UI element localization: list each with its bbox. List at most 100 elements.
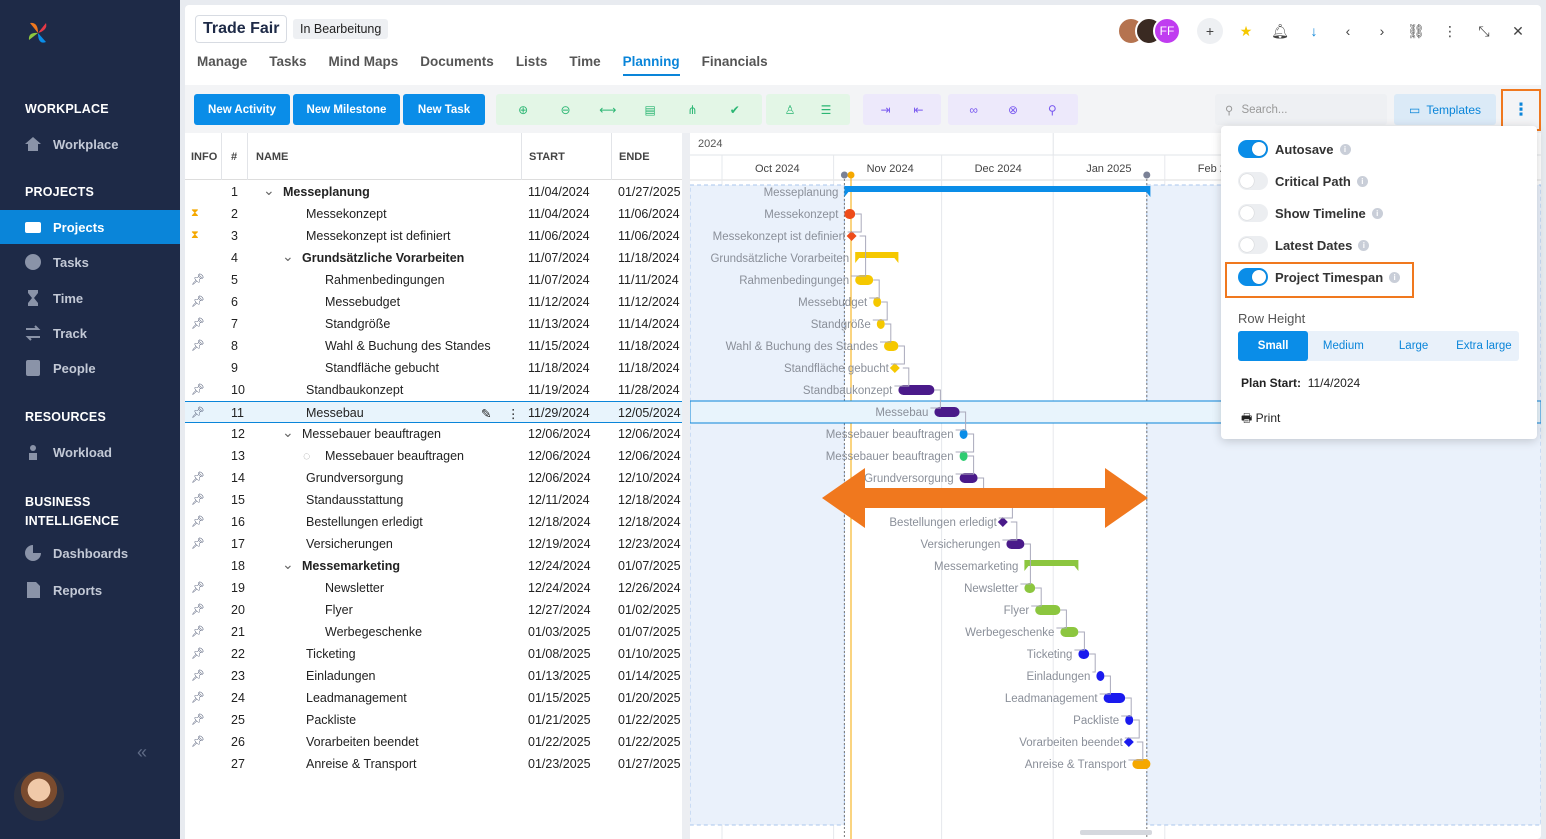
status-badge[interactable]: In Bearbeitung [293,19,389,39]
task-name[interactable]: Messebauer beauftragen [302,427,441,441]
start-date[interactable]: 11/15/2024 [528,339,590,353]
link-icon[interactable]: ⛓︎ [1407,22,1425,39]
task-name[interactable]: Anreise & Transport [306,757,417,771]
link-tasks-icon[interactable]: ∞ [969,102,978,117]
start-date[interactable]: 11/29/2024 [528,406,590,420]
task-bar[interactable] [1006,539,1025,549]
start-date[interactable]: 12/19/2024 [528,537,591,551]
toggle-switch[interactable] [1238,140,1268,158]
toggle-switch[interactable] [1238,172,1268,190]
pin-icon[interactable]: 📌︎ [191,494,205,506]
task-bar[interactable] [855,275,874,285]
task-name[interactable]: Standgröße [325,317,391,331]
sidebar-item-track[interactable]: Track [0,316,180,350]
start-date[interactable]: 12/06/2024 [528,427,591,441]
table-row[interactable]: 📌︎ 26 Vorarbeiten beendet 01/22/2025 01/22/2… [185,731,685,753]
person-icon[interactable]: ♙ [784,102,796,117]
chevron-left-icon[interactable]: ‹ [1345,23,1351,39]
col-number[interactable]: # [231,151,238,163]
pin-icon[interactable]: 📌︎ [191,516,205,528]
end-date[interactable]: 12/06/2024 [618,427,681,441]
collapse-icon[interactable]: ⤡ [1478,22,1490,39]
end-date[interactable]: 01/07/2025 [618,625,681,639]
end-date[interactable]: 12/18/2024 [618,515,681,529]
task-name[interactable]: Rahmenbedingungen [325,273,445,287]
task-bar[interactable] [898,385,935,395]
hourglass-icon[interactable]: ⧗ [191,229,199,241]
summary-bar[interactable] [1024,560,1079,571]
start-date[interactable]: 01/15/2025 [528,691,591,705]
month-label[interactable]: Oct 2024 [755,163,800,175]
task-name[interactable]: Newsletter [325,581,385,595]
milestone-marker[interactable] [889,363,900,373]
task-bar[interactable] [1132,759,1151,769]
task-name[interactable]: Werbegeschenke [325,625,423,639]
end-date[interactable]: 01/27/2025 [618,185,681,199]
task-name[interactable]: Wahl & Buchung des Standes [325,339,491,353]
task-name[interactable]: Leadmanagement [306,691,407,705]
add-member-icon[interactable]: + [1197,18,1223,44]
end-date[interactable]: 11/18/2024 [618,339,680,353]
show-timeline-toggle[interactable]: Show Timeline i [1238,204,1383,222]
table-row[interactable]: ⧗ 2 Messekonzept 11/04/2024 11/06/2024 [185,203,685,225]
start-date[interactable]: 01/23/2025 [528,757,591,771]
table-row[interactable]: 13 ◌ Messebauer beauftragen 12/06/2024 12/06… [185,445,685,467]
task-bar[interactable] [1125,715,1134,725]
start-date[interactable]: 11/06/2024 [528,229,590,243]
milestone-marker[interactable] [1123,737,1134,747]
table-row[interactable]: 📌︎ 23 Einladungen 01/13/2025 01/14/2025 [185,665,685,687]
end-date[interactable]: 11/06/2024 [618,229,680,243]
row-height-large[interactable]: Large [1398,340,1429,352]
start-date[interactable]: 12/06/2024 [528,471,591,485]
project-title[interactable]: Trade Fair [195,15,288,43]
toggle-switch[interactable] [1238,268,1268,286]
bell-icon[interactable]: 🔔︎ [1271,22,1289,39]
month-label[interactable]: Jan 2025 [1086,163,1131,175]
edit-icon[interactable]: ✎ [481,407,492,421]
user-avatar[interactable] [14,771,64,821]
task-bar[interactable] [884,341,899,351]
chevron-right-icon[interactable]: › [1379,23,1385,39]
task-name[interactable]: Versicherungen [306,537,393,551]
new-milestone-button[interactable]: New Milestone [293,94,400,125]
unpin-icon[interactable]: ⚲ [1047,102,1057,117]
table-row[interactable]: 9 Standfläche gebucht 11/18/2024 11/18/2024 [185,357,685,379]
start-date[interactable]: 12/24/2024 [528,581,591,595]
start-date[interactable]: 12/24/2024 [528,559,591,573]
task-bar[interactable] [934,407,960,417]
table-row[interactable]: 12 ⌄ Messebauer beauftragen 12/06/2024 12/06… [185,423,685,445]
start-date[interactable]: 11/13/2024 [528,317,590,331]
end-date[interactable]: 12/18/2024 [618,493,681,507]
table-row[interactable]: 📌︎ 7 Standgröße 11/13/2024 11/14/2024 [185,313,685,335]
new-task-button[interactable]: New Task [403,94,485,125]
table-row[interactable]: 📌︎ 16 Bestellungen erledigt 12/18/2024 12/18… [185,511,685,533]
table-row[interactable]: 📌︎ 24 Leadmanagement 01/15/2025 01/20/2025 [185,687,685,709]
task-name[interactable]: Messebau [306,406,364,420]
avatar-group[interactable]: FF [1117,17,1181,45]
check-circle-icon[interactable]: ◌ [303,449,311,463]
chevron-down-icon[interactable]: ⌄ [282,248,294,264]
end-date[interactable]: 12/06/2024 [618,449,681,463]
task-name[interactable]: Messebauer beauftragen [325,449,464,463]
col-end[interactable]: ENDE [619,151,650,163]
autosave-toggle[interactable]: Autosave i [1238,140,1351,158]
new-activity-button[interactable]: New Activity [194,94,290,125]
end-date[interactable]: 12/23/2024 [618,537,681,551]
network-icon[interactable]: ⋔ [687,102,698,117]
end-date[interactable]: 01/07/2025 [618,559,681,573]
toggle-switch[interactable] [1238,204,1268,222]
zoom-out-icon[interactable]: ⊖ [560,102,571,117]
task-bar[interactable] [1078,649,1090,659]
collapse-sidebar-icon[interactable]: « [137,742,148,762]
task-name[interactable]: Vorarbeiten beendet [306,735,419,749]
table-row[interactable]: 📌︎ 15 Standausstattung 12/11/2024 12/18/2024 [185,489,685,511]
tab-documents[interactable]: Documents [420,54,494,69]
pin-icon[interactable]: 📌︎ [191,626,205,638]
pin-icon[interactable]: 📌︎ [191,714,205,726]
pin-icon[interactable]: 📌︎ [191,340,205,352]
end-date[interactable]: 01/14/2025 [618,669,681,683]
info-icon[interactable]: i [1358,239,1370,251]
start-date[interactable]: 11/04/2024 [528,207,590,221]
task-name[interactable]: Messeplanung [283,185,370,199]
tab-tasks[interactable]: Tasks [269,54,307,69]
